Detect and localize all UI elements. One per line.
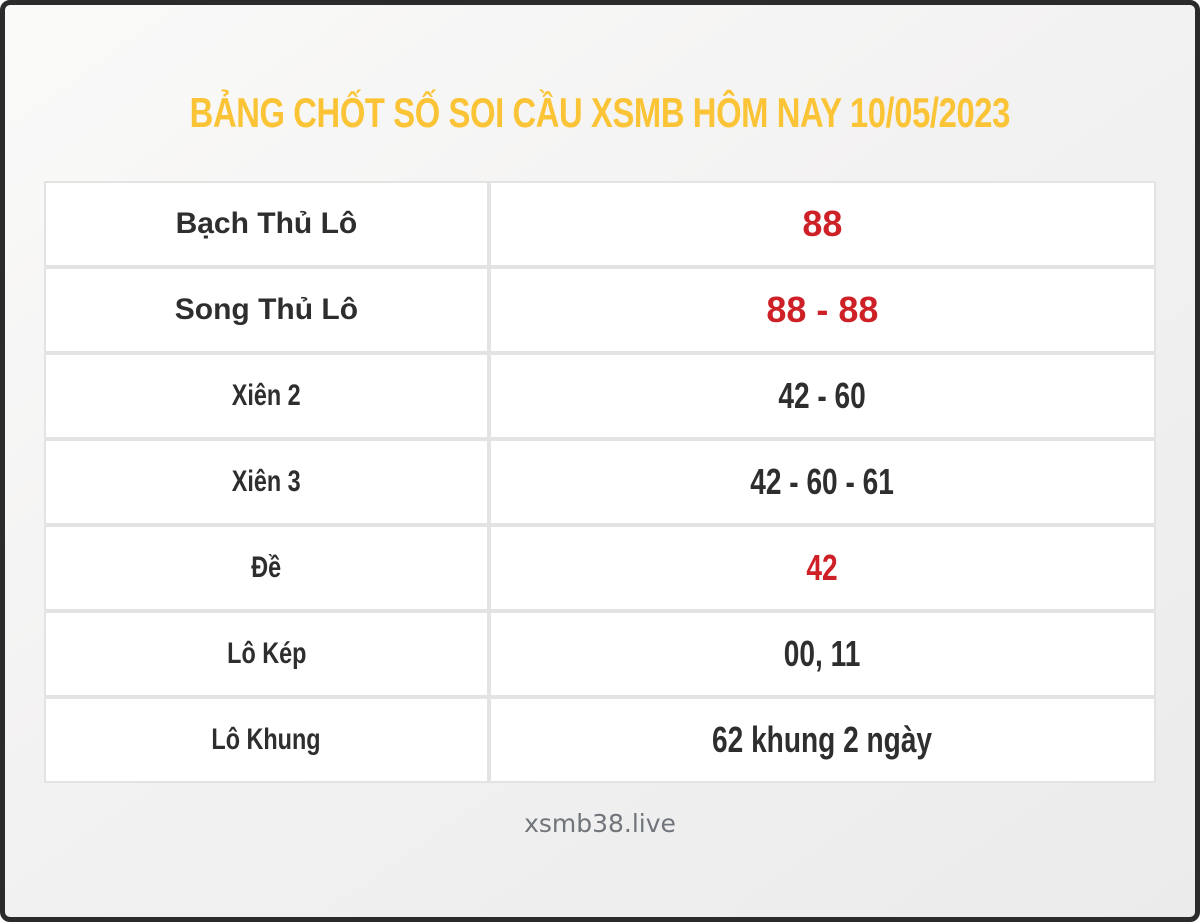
row-label: Lô Kép — [226, 637, 307, 670]
prediction-table: Bạch Thủ Lô 88 Song Thủ Lô 88 - 88 Xiên … — [44, 181, 1156, 783]
row-value-cell: 00, 11 — [488, 611, 1156, 697]
table-row: Xiên 3 42 - 60 - 61 — [44, 439, 1156, 525]
table-row: Song Thủ Lô 88 - 88 — [44, 267, 1156, 353]
row-value: 88 - 88 — [766, 289, 879, 330]
row-label-cell: Xiên 3 — [44, 439, 489, 525]
table-row: Xiên 2 42 - 60 — [44, 353, 1156, 439]
row-label: Đề — [251, 551, 282, 584]
table-row: Lô Kép 00, 11 — [44, 611, 1156, 697]
row-value: 42 — [806, 547, 839, 588]
row-label: Song Thủ Lô — [174, 293, 359, 326]
row-value-cell: 62 khung 2 ngày — [488, 697, 1156, 783]
row-label: Xiên 2 — [231, 379, 301, 412]
row-label-cell: Bạch Thủ Lô — [44, 181, 489, 267]
table-row: Đề 42 — [44, 525, 1156, 611]
row-label-cell: Lô Kép — [44, 611, 489, 697]
row-label: Bạch Thủ Lô — [175, 207, 358, 240]
row-value-cell: 88 - 88 — [488, 267, 1156, 353]
row-value: 42 - 60 — [778, 375, 867, 416]
row-value-cell: 42 - 60 — [488, 353, 1156, 439]
row-label-cell: Xiên 2 — [44, 353, 489, 439]
row-label: Lô Khung — [211, 723, 321, 756]
table-row: Lô Khung 62 khung 2 ngày — [44, 697, 1156, 783]
row-value: 42 - 60 - 61 — [750, 461, 895, 502]
row-label-cell: Song Thủ Lô — [44, 267, 489, 353]
row-value-cell: 88 — [488, 181, 1156, 267]
page-title-text: BẢNG CHỐT SỐ SOI CẦU XSMB HÔM NAY 10/05/… — [189, 89, 1011, 136]
row-value: 62 khung 2 ngày — [712, 719, 933, 760]
row-value: 88 — [802, 203, 843, 244]
site-watermark: xsmb38.live — [524, 809, 676, 838]
row-value-cell: 42 - 60 - 61 — [488, 439, 1156, 525]
page-title: BẢNG CHỐT SỐ SOI CẦU XSMB HÔM NAY 10/05/… — [5, 91, 1195, 135]
row-label: Xiên 3 — [231, 465, 301, 498]
row-value-cell: 42 — [488, 525, 1156, 611]
row-value: 00, 11 — [784, 633, 861, 674]
row-label-cell: Đề — [44, 525, 489, 611]
table-row: Bạch Thủ Lô 88 — [44, 181, 1156, 267]
row-label-cell: Lô Khung — [44, 697, 489, 783]
